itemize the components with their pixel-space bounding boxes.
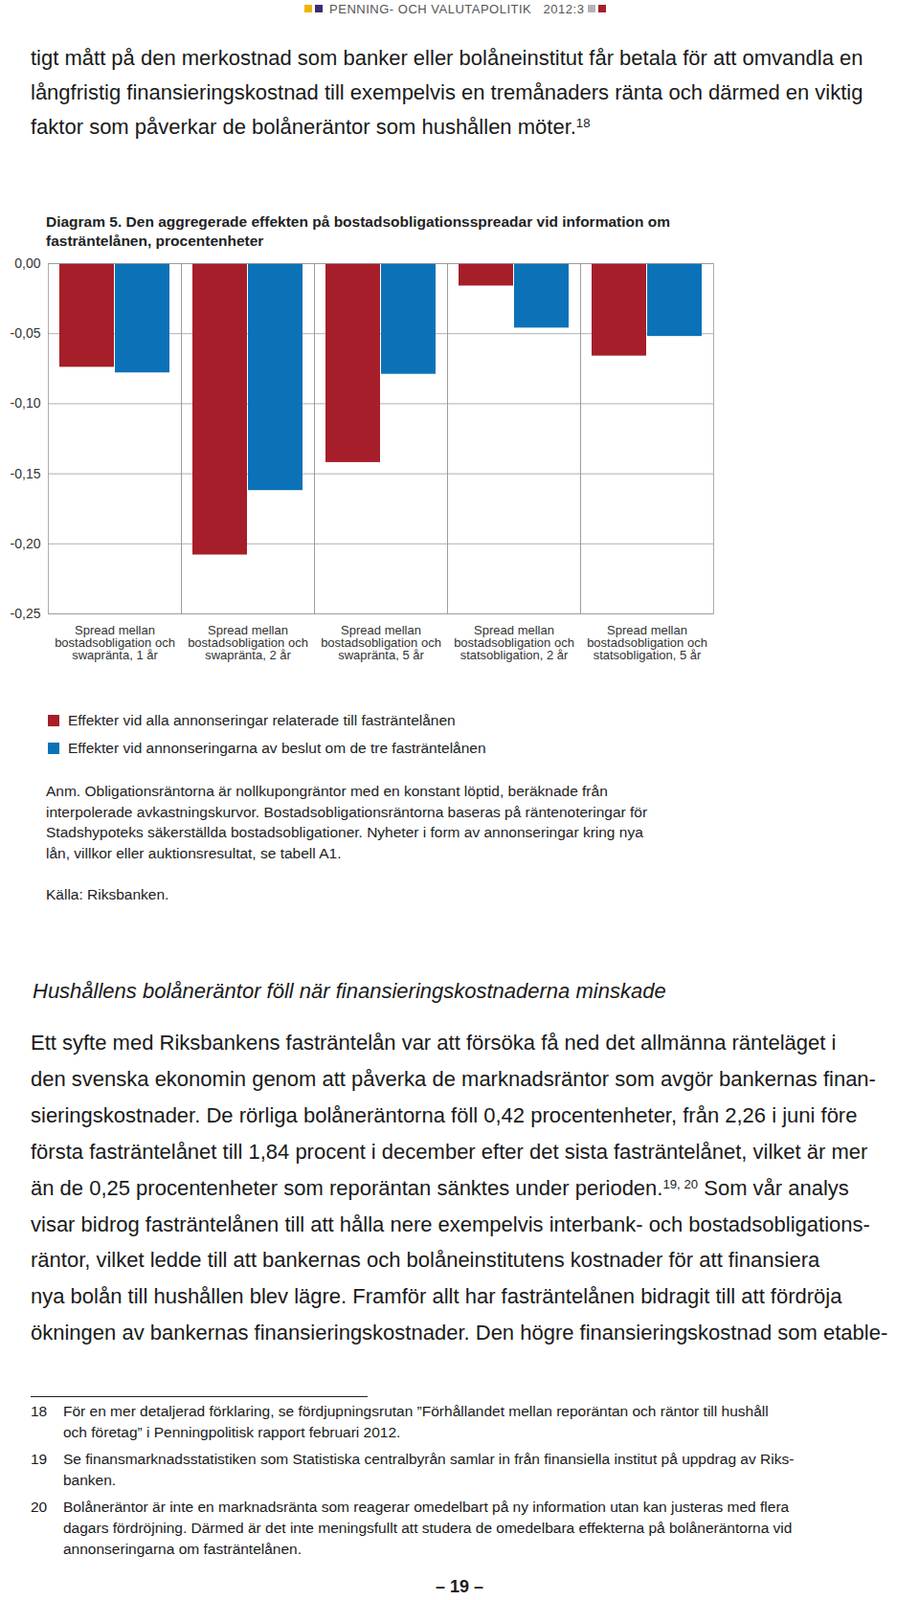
html-text:PENNING- OCH VALUTAPOLITIK 201: PENNING- OCH VALUTAPOLITIK 2012:3 (325, 1, 589, 17)
html-text:Ett syfte med Riksbankens fast: Ett syfte med Riksbankens fasträntelån v… (30, 1031, 837, 1055)
html-text:första fasträntelånet till 1,8: första fasträntelånet till 1,84 procent … (30, 1139, 868, 1164)
html-text:faktor som påverkar de bolåner: faktor som påverkar de bolåneräntor som … (30, 114, 591, 139)
html-text:18: 18 (30, 1403, 48, 1420)
html-text:långfristig finansieringskostn: långfristig finansieringskostnad till ex… (30, 80, 863, 105)
html-text:nya bolån till hushållen blev: nya bolån till hushållen blev lägre. Fra… (30, 1284, 842, 1309)
svg-text:-0,10: -0,10 (10, 395, 42, 411)
html-text:banken.: banken. (63, 1472, 117, 1489)
html-text:För en mer detaljerad förklari: För en mer detaljerad förklaring, se för… (63, 1403, 769, 1420)
html-text:och företag” i Penningpolitisk: och företag” i Penningpolitisk rapport f… (63, 1424, 401, 1441)
svg-text:-0,05: -0,05 (10, 325, 42, 341)
svg-text:Spread mellanbostadsobligation: Spread mellanbostadsobligation ochstatso… (586, 623, 708, 663)
html-text:Effekter vid annonseringarna a: Effekter vid annonseringarna av beslut o… (67, 739, 486, 757)
html-text:än de 0,25 procentenheter som: än de 0,25 procentenheter som reporäntan… (30, 1176, 850, 1201)
svg-text:Spread mellanbostadsobligation: Spread mellanbostadsobligation ochswaprä… (187, 623, 309, 663)
html-text:Anm. Obligationsräntorna är no: Anm. Obligationsräntorna är nollkupongrä… (45, 783, 608, 800)
html-text:ökningen av bankernas finansie: ökningen av bankernas finansieringskostn… (30, 1321, 888, 1346)
html-text:Hushållens bolåneräntor föll n: Hushållens bolåneräntor föll när finansi… (32, 979, 666, 1004)
html-text:Se finansmarknadsstatistiken s: Se finansmarknadsstatistiken som Statist… (63, 1451, 794, 1468)
html-text:20: 20 (30, 1499, 48, 1516)
html-text:den svenska ekonomin genom att: den svenska ekonomin genom att påverka d… (30, 1067, 876, 1092)
svg-text:Spread mellanbostadsobligation: Spread mellanbostadsobligation ochswaprä… (320, 623, 442, 663)
html-text:19: 19 (30, 1451, 48, 1468)
svg-text:-0,25: -0,25 (10, 605, 42, 622)
html-text:Källa: Riksbanken.: Källa: Riksbanken. (45, 886, 169, 903)
html-text:– 19 –: – 19 – (435, 1577, 484, 1597)
svg-text:-0,15: -0,15 (10, 466, 42, 482)
html-text:Bolåneräntor är inte en markna: Bolåneräntor är inte en marknadsränta so… (63, 1499, 789, 1516)
html-text:Stadshypoteks säkerställda bos: Stadshypoteks säkerställda bostadsobliga… (45, 824, 644, 841)
html-text:räntor, vilket ledde till att: räntor, vilket ledde till att bankernas … (30, 1248, 820, 1273)
html-text:sieringskostnader. De rörliga: sieringskostnader. De rörliga bolåneränt… (30, 1103, 858, 1128)
html-text:Diagram 5. Den aggregerade eff: Diagram 5. Den aggregerade effekten på b… (45, 213, 671, 249)
html-text:Effekter vid alla annonseringa: Effekter vid alla annonseringar relatera… (67, 712, 456, 729)
html-text:interpolerade avkastningskurvo: interpolerade avkastningskurvor. Bostads… (45, 803, 648, 820)
svg-text:-0,20: -0,20 (10, 536, 42, 552)
svg-text:Spread mellanbostadsobligation: Spread mellanbostadsobligation ochswaprä… (54, 623, 176, 663)
html-text:lån, villkor eller auktionsres: lån, villkor eller auktionsresultat, se … (45, 844, 342, 862)
html-text:dagars fördröjning. Därmed är: dagars fördröjning. Därmed är det inte m… (63, 1520, 793, 1537)
html-text:visar bidrog fasträntelånen ti: visar bidrog fasträntelånen till att hål… (30, 1212, 870, 1237)
html-text:tigt mått på den merkostnad so: tigt mått på den merkostnad som banker e… (30, 45, 863, 70)
svg-text:0,00: 0,00 (14, 255, 41, 271)
svg-text:Spread mellanbostadsobligation: Spread mellanbostadsobligation ochstatso… (453, 623, 575, 663)
html-text:annonseringarna om fasträntelå: annonseringarna om fasträntelånen. (63, 1541, 302, 1558)
